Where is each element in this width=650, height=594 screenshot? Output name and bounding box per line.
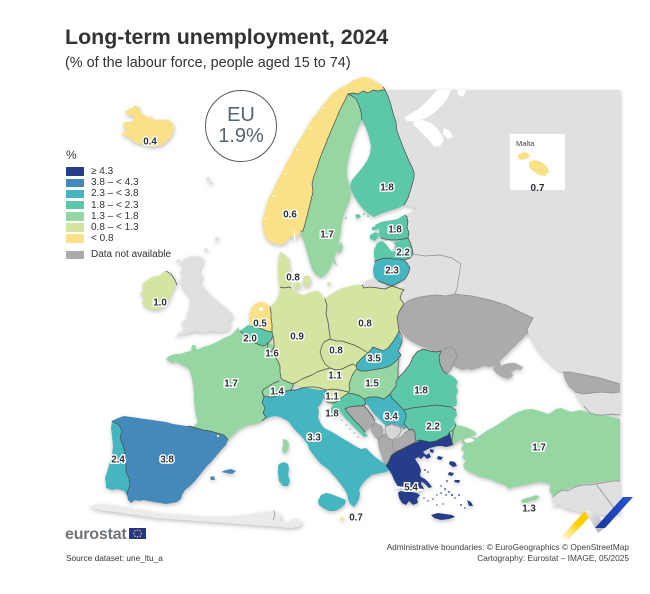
svg-text:1.8: 1.8 [388, 225, 402, 236]
svg-text:1.1: 1.1 [328, 371, 342, 382]
svg-text:1.8: 1.8 [325, 409, 339, 420]
svg-text:0.8: 0.8 [358, 319, 372, 330]
svg-text:5.4: 5.4 [404, 483, 418, 494]
svg-text:0.9: 0.9 [290, 332, 304, 343]
svg-text:3.4: 3.4 [384, 412, 398, 423]
svg-text:0.8: 0.8 [329, 346, 343, 357]
svg-text:2.0: 2.0 [243, 334, 257, 345]
svg-text:1.8: 1.8 [414, 386, 428, 397]
svg-text:2.4: 2.4 [111, 455, 125, 466]
svg-text:1.7: 1.7 [320, 230, 334, 241]
svg-text:1.1: 1.1 [325, 392, 339, 403]
svg-text:2.2: 2.2 [426, 422, 440, 433]
svg-text:2.2: 2.2 [396, 248, 410, 259]
svg-text:0.6: 0.6 [283, 210, 297, 221]
svg-text:3.5: 3.5 [367, 354, 381, 365]
svg-text:1.8: 1.8 [380, 183, 394, 194]
svg-text:0.7: 0.7 [349, 513, 363, 524]
svg-text:1.5: 1.5 [365, 379, 379, 390]
svg-text:0.4: 0.4 [143, 137, 157, 148]
svg-text:3.8: 3.8 [160, 455, 174, 466]
svg-text:1.3: 1.3 [522, 504, 536, 515]
svg-text:3.3: 3.3 [307, 433, 321, 444]
svg-text:1.4: 1.4 [270, 387, 284, 398]
svg-text:1.6: 1.6 [265, 349, 279, 360]
svg-text:2.3: 2.3 [385, 266, 399, 277]
svg-text:0.5: 0.5 [253, 319, 267, 330]
svg-text:1.7: 1.7 [532, 443, 546, 454]
svg-text:1.0: 1.0 [153, 298, 167, 309]
svg-text:0.8: 0.8 [286, 273, 300, 284]
svg-text:1.7: 1.7 [224, 379, 238, 390]
